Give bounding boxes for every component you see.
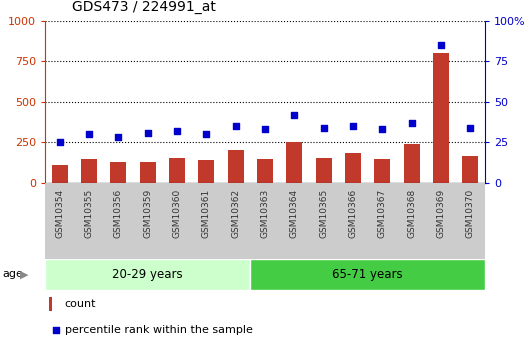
Text: percentile rank within the sample: percentile rank within the sample bbox=[65, 325, 253, 335]
Bar bbox=[81, 159, 97, 183]
Text: GSM10356: GSM10356 bbox=[114, 189, 123, 238]
Bar bbox=[286, 141, 303, 183]
Text: GSM10370: GSM10370 bbox=[466, 189, 475, 238]
Bar bbox=[139, 162, 156, 183]
Point bbox=[51, 327, 60, 332]
Text: GSM10369: GSM10369 bbox=[437, 189, 445, 238]
Bar bbox=[433, 53, 449, 183]
Point bbox=[232, 124, 240, 129]
Point bbox=[290, 112, 298, 118]
Text: ▶: ▶ bbox=[20, 269, 29, 279]
Point bbox=[56, 140, 64, 145]
Text: GSM10365: GSM10365 bbox=[319, 189, 328, 238]
Point bbox=[349, 124, 357, 129]
Text: GSM10368: GSM10368 bbox=[407, 189, 416, 238]
Text: age: age bbox=[3, 269, 23, 279]
Text: GSM10360: GSM10360 bbox=[173, 189, 181, 238]
Bar bbox=[49, 297, 52, 311]
Point bbox=[85, 131, 93, 137]
Text: GSM10354: GSM10354 bbox=[55, 189, 64, 238]
Bar bbox=[250, 259, 485, 290]
Point bbox=[320, 125, 328, 130]
Text: 65-71 years: 65-71 years bbox=[332, 268, 403, 281]
Bar bbox=[403, 144, 420, 183]
Point bbox=[261, 127, 269, 132]
Text: GDS473 / 224991_at: GDS473 / 224991_at bbox=[72, 0, 215, 14]
Bar bbox=[45, 259, 250, 290]
Bar bbox=[462, 156, 479, 183]
Point bbox=[466, 125, 474, 130]
Bar bbox=[51, 165, 68, 183]
Bar bbox=[257, 159, 273, 183]
Point bbox=[173, 128, 181, 134]
Point bbox=[114, 135, 122, 140]
Text: GSM10364: GSM10364 bbox=[290, 189, 299, 238]
Point bbox=[437, 42, 445, 48]
Text: count: count bbox=[65, 299, 96, 308]
Point bbox=[408, 120, 416, 126]
Point bbox=[202, 131, 210, 137]
Text: 20-29 years: 20-29 years bbox=[112, 268, 183, 281]
Text: GSM10355: GSM10355 bbox=[85, 189, 93, 238]
Bar bbox=[169, 158, 185, 183]
Bar bbox=[198, 160, 215, 183]
Point bbox=[144, 130, 152, 135]
Bar bbox=[345, 153, 361, 183]
Bar bbox=[227, 150, 244, 183]
Text: GSM10363: GSM10363 bbox=[261, 189, 269, 238]
Text: GSM10366: GSM10366 bbox=[349, 189, 357, 238]
Bar bbox=[374, 159, 391, 183]
Bar bbox=[315, 158, 332, 183]
Text: GSM10359: GSM10359 bbox=[143, 189, 152, 238]
Text: GSM10367: GSM10367 bbox=[378, 189, 387, 238]
Text: GSM10361: GSM10361 bbox=[202, 189, 211, 238]
Bar bbox=[110, 162, 127, 183]
Point bbox=[378, 127, 386, 132]
Text: GSM10362: GSM10362 bbox=[231, 189, 240, 238]
